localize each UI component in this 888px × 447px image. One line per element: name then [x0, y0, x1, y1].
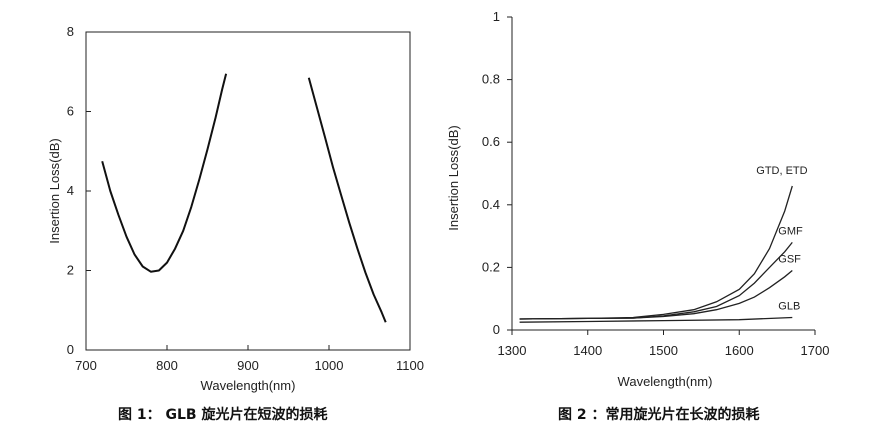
- chart-2-series-label-gtd-etd: GTD, ETD: [756, 165, 807, 177]
- figure-2-caption: 图 2 ：常用旋光片在长波的损耗: [558, 407, 760, 423]
- chart-2-x-tick-label: 1700: [801, 343, 830, 358]
- chart-2-y-tick-label: 0.2: [482, 259, 500, 274]
- chart-1-y-axis-label: Insertion Loss(dB): [47, 138, 62, 244]
- chart-2-y-tick-label: 1: [493, 9, 500, 24]
- chart-2-series-label-gmf: GMF: [778, 225, 803, 237]
- chart-1-y-tick-label: 6: [67, 104, 74, 119]
- chart-1-x-tick-label: 1100: [396, 358, 424, 373]
- chart-2-series-label-gsf: GSF: [778, 254, 801, 266]
- chart-2-x-tick-label: 1300: [498, 343, 527, 358]
- chart-2-y-tick-label: 0.4: [482, 197, 500, 212]
- chart-2-x-tick-label: 1400: [573, 343, 602, 358]
- chart-1-x-tick-label: 900: [237, 358, 259, 373]
- chart-2-series-line-gsf: [519, 269, 793, 320]
- chart-1-y-tick-label: 2: [67, 263, 74, 278]
- chart-1-x-tick-label: 700: [75, 358, 97, 373]
- chart-2-series-label-glb: GLB: [778, 300, 800, 312]
- chart-2-series-line-gmf: [519, 241, 793, 320]
- chart-1-loss-curve-segment-1: [101, 73, 228, 273]
- chart-1-x-tick-label: 1000: [315, 358, 344, 373]
- chart-2-y-tick-label: 0.6: [482, 134, 500, 149]
- chart-1-loss-curve-segment-2: [307, 77, 387, 323]
- chart-1-x-axis-label: Wavelength(nm): [201, 378, 296, 393]
- chart-2-x-tick-label: 1600: [725, 343, 754, 358]
- chart-2-series-line-glb: [519, 316, 793, 323]
- chart-2-y-tick-label: 0.8: [482, 72, 500, 87]
- chart-2-long-wave-loss: 1300 1400 1500 1600 1700 0 0.2 0.4 0.6 0.8 1 GTD, …: [446, 9, 829, 389]
- chart-1-short-wave-loss: 700 800 900 1000 1100 0 2 4 6 8 Wavelength(nm) In…: [47, 24, 424, 393]
- chart-1-x-tick-label: 800: [156, 358, 178, 373]
- chart-1-frame: [85, 31, 411, 351]
- chart-2-x-tick-label: 1500: [649, 343, 678, 358]
- chart-2-y-axis-label: Insertion Loss(dB): [446, 125, 461, 231]
- figure-1-caption: 图 1： GLB 旋光片在短波的损耗: [118, 407, 328, 423]
- chart-1-y-tick-label: 4: [67, 183, 74, 198]
- chart-1-y-tick-label: 0: [67, 342, 74, 357]
- chart-2-y-tick-label: 0: [493, 322, 500, 337]
- chart-2-x-axis-label: Wavelength(nm): [618, 374, 713, 389]
- chart-1-y-tick-label: 8: [67, 24, 74, 39]
